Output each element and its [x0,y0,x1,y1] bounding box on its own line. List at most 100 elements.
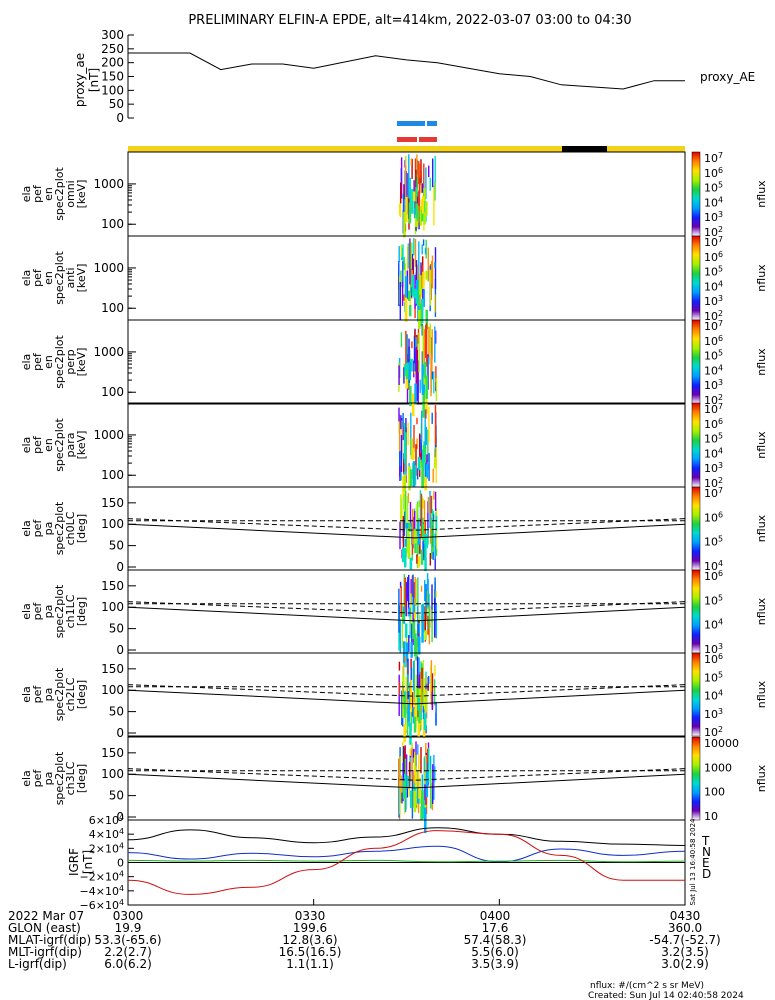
pitch-angle-spectrogram-cell [433,679,436,706]
spectrogram-spectrogram-core [423,375,426,385]
pitch-angle-spectrogram-core [408,522,411,533]
spectrogram-spectrogram-cell [428,453,430,481]
science-zone-marker-blue [397,121,425,126]
igrf-field-panel: 6×1044×1042×1040−2×104−4×104−6×104TNEDSa… [67,813,711,912]
spectrogram-spectrogram-cell [398,407,400,422]
spectrogram-spectrogram-cell [425,409,427,419]
pitch-angle-spectrogram-cell [426,587,428,599]
proxy-ae-ylabel-unit: [nT] [87,68,101,92]
pitch-angle-spectrogram-cell [423,606,426,627]
spectrogram-ylabel-line: pef [31,268,44,287]
pitch-angle-ylabel-line: [deg] [75,514,88,543]
pitch-angle-spectrogram-cell [425,671,427,695]
spectrogram-spectrogram-cell [400,435,403,472]
pitch-angle-spectrogram-cell [421,667,423,679]
igrf-ylabel: IGRF [67,848,81,876]
footer-units-note: nflux: #/(cm^2 s sr MeV) [590,981,704,991]
pitch-angle-spectrogram-cell [418,500,420,508]
pitch-angle-spectrogram-cell [400,586,402,617]
spectrogram-spectrogram-core [420,298,424,324]
spectrogram-spectrogram-core [422,392,425,418]
pitch-angle-spectrogram-cell [434,533,436,559]
pitch-angle-spectrogram-core [417,717,420,737]
pitch-angle-spectrogram-cell [400,494,402,530]
spectrogram-spectrogram-cell [413,190,416,219]
spectrogram-spectrogram-cell [423,441,425,448]
spectrogram-spectrogram-cell [398,418,401,458]
pitch-angle-spectrogram-cell [413,660,415,703]
spectrogram-spectrogram-cell [405,432,407,476]
spectrogram-panel-2: 1000100elapefenspec2plotanti[keV]1071061… [20,235,768,330]
pitch-angle-spectrogram-cell [431,517,433,559]
pitch-angle-spectrogram-cell [407,674,409,689]
pitch-angle-spectrogram-cell [413,582,415,604]
spectrogram-spectrogram-core [424,476,427,491]
spectrogram-spectrogram-cell [435,330,437,344]
pitch-angle-spectrogram-core [412,603,415,613]
proxy-ae-ylabel: proxy_ae [73,53,87,107]
pitch-angle-spectrogram-cell [423,677,426,710]
spectrogram-colorbar-tick: 104 [704,363,723,377]
pitch-angle-spectrogram-cell [405,754,408,790]
pitch-angle-spectrogram-cell [398,602,400,633]
spectrogram-spectrogram-core [408,202,412,224]
pitch-angle-colorbar [691,652,701,737]
spectrogram-spectrogram-core [408,361,412,380]
loss-cone-dashed-line [127,684,686,697]
pitch-angle-spectrogram-cell [412,574,414,613]
pitch-angle-spectrogram-cell [403,663,405,687]
spectrogram-colorbar-tick: 102 [704,225,723,239]
pitch-angle-spectrogram-cell [400,775,402,803]
pitch-angle-spectrogram-cell [401,690,403,726]
pitch-angle-spectrogram-core [424,533,427,560]
spectrogram-spectrogram-core [404,297,408,322]
pitch-angle-ylabel-line: [deg] [75,597,88,626]
pitch-angle-spectrogram-core [404,548,407,568]
pitch-angle-spectrogram-cell [428,676,430,684]
spectrogram-spectrogram-core [409,385,412,406]
pitch-angle-spectrogram-cell [426,528,429,548]
spectrogram-ylabel-line: pef [31,184,44,203]
pitch-angle-spectrogram-cell [418,622,420,634]
pitch-angle-spectrogram-core [409,557,413,570]
pitch-angle-spectrogram-cell [417,744,419,755]
spectrogram-spectrogram-cell [408,338,410,383]
pitch-angle-spectrogram-cell [407,493,410,504]
orbit-status-bar [128,146,685,152]
spectrogram-colorbar-tick: 103 [704,378,723,392]
igrf-legend-t: T [701,834,710,848]
spectrogram-spectrogram-cell [428,326,430,361]
proxy-ae-ytick-label: 50 [109,97,124,111]
pitch-angle-spectrogram-core [405,642,409,668]
footer-row-value: 0430 [670,909,701,923]
pitch-angle-spectrogram-cell [431,509,434,517]
pitch-angle-spectrogram-core [412,621,415,640]
proxy-ae-ytick-label: 0 [116,111,124,125]
spectrogram-ylabel-line: spec2plot [53,335,66,389]
pitch-angle-spectrogram-cell [433,491,435,500]
spectrogram-spectrogram-cell [411,341,413,349]
spectrogram-spectrogram-cell [415,260,418,284]
pitch-angle-spectrogram-core [413,607,417,619]
spectrogram-spectrogram-cell [407,243,409,269]
pitch-angle-spectrogram-cell [410,623,413,651]
pitch-angle-spectrogram-cell [417,623,419,636]
spectrogram-spectrogram-cell [399,282,401,320]
spectrogram-spectrogram-cell [399,194,402,217]
pitch-angle-colorbar-tick: 102 [704,725,723,739]
spectrogram-ylabel-line: [keV] [75,180,88,209]
pitch-angle-spectrogram-cell [430,660,433,705]
footer-row-value: 17.6 [482,921,509,935]
spectrogram-spectrogram-core [417,456,421,470]
pitch-angle-spectrogram-cell [434,766,436,782]
spectrogram-ylabel-line: perp [64,349,77,374]
pitch-angle-spectrogram-cell [424,580,426,602]
pitch-angle-colorbar-label: nflux [755,597,768,625]
igrf-ytick-label: 0 [117,857,124,870]
spectrogram-spectrogram-cell [420,439,422,452]
loss-cone-line [127,689,686,705]
spectrogram-spectrogram-cell [423,329,426,373]
spectrogram-spectrogram-core [408,466,411,491]
loss-cone-dashed-line [127,601,686,614]
spectrogram-colorbar-tick: 105 [704,349,723,363]
